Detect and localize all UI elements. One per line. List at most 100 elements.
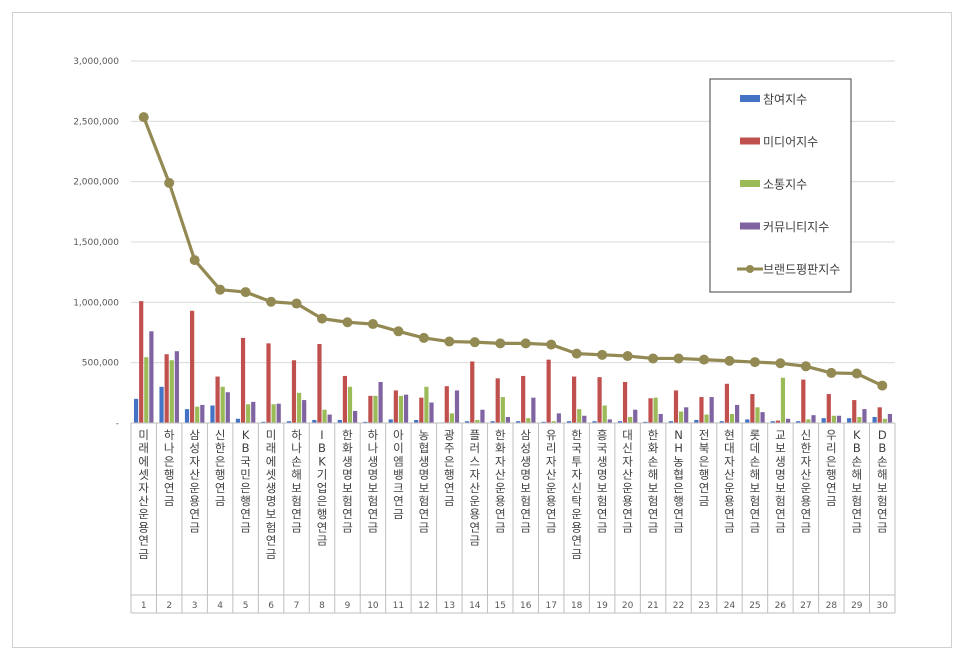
chart-frame: - 500,000 1,000,000 1,500,000 2,000,000 2,500… [12, 12, 952, 648]
bar-4-7 [302, 400, 307, 423]
bar-3-30 [882, 418, 887, 423]
bar-2-20 [622, 381, 628, 423]
bar-3-14 [475, 419, 480, 423]
legend-swatch [740, 180, 760, 187]
legend-label: 소통지수 [763, 178, 807, 192]
bar-1-29 [847, 418, 852, 423]
bar-4-10 [378, 381, 383, 423]
line-point-28 [826, 367, 837, 378]
x-rank-label: 19 [596, 601, 608, 611]
bar-3-16 [526, 418, 531, 423]
x-rank-label: 2 [166, 601, 172, 611]
x-rank-label: 15 [495, 601, 506, 611]
bar-4-17 [556, 413, 561, 423]
bar-4-22 [684, 407, 689, 423]
line-point-18 [571, 348, 582, 359]
bar-4-24 [735, 404, 740, 423]
bar-4-3 [200, 404, 205, 423]
bar-3-21 [653, 397, 658, 423]
bar-1-11 [388, 419, 393, 423]
line-point-10 [367, 319, 378, 330]
bar-3-28 [831, 415, 836, 423]
bar-3-5 [246, 404, 251, 423]
bar-4-4 [225, 392, 230, 423]
line-point-30 [877, 380, 888, 391]
bar-1-21 [643, 421, 648, 423]
line-point-9 [342, 317, 353, 328]
bar-2-1 [139, 301, 144, 423]
legend-label: 커뮤니티지수 [763, 220, 829, 234]
legend-swatch-marker [746, 265, 754, 273]
bar-2-23 [699, 397, 704, 423]
y-tick-label: 3,000,000 [73, 57, 119, 67]
bar-4-19 [607, 419, 612, 423]
bar-1-24 [719, 421, 724, 423]
bar-3-27 [806, 419, 811, 423]
bar-1-8 [312, 419, 317, 423]
bar-3-2 [169, 360, 174, 423]
bar-1-5 [235, 418, 241, 423]
legend-swatch [740, 137, 760, 145]
bar-4-13 [454, 390, 460, 423]
x-rank-label: 25 [749, 601, 760, 611]
line-point-20 [622, 351, 633, 362]
bar-4-6 [276, 403, 281, 423]
y-tick-label: 2,000,000 [73, 178, 119, 188]
x-rank-label: 22 [673, 601, 684, 611]
bar-2-15 [495, 378, 500, 423]
line-point-23 [699, 354, 709, 365]
x-rank-label: 5 [243, 601, 249, 611]
bar-1-23 [694, 419, 699, 423]
x-rank-label: 26 [775, 601, 787, 611]
line-point-1 [138, 112, 149, 123]
line-point-24 [724, 355, 735, 366]
y-tick-label: 1,500,000 [73, 238, 119, 248]
line-point-13 [444, 336, 455, 347]
legend-swatch [740, 95, 760, 102]
bar-2-27 [801, 379, 806, 423]
bar-3-25 [755, 407, 760, 423]
bar-2-10 [368, 395, 373, 423]
line-point-15 [495, 338, 506, 349]
y-axis: - 500,000 1,000,000 1,500,000 2,000,000 2,500… [73, 57, 119, 429]
bar-1-7 [286, 421, 291, 423]
line-point-6 [266, 296, 277, 307]
bar-3-13 [449, 413, 454, 423]
bar-1-18 [566, 421, 572, 423]
brand-index-line [138, 112, 888, 391]
bar-2-12 [419, 397, 424, 423]
bar-4-29 [862, 409, 867, 423]
x-rank-label: 3 [192, 601, 198, 611]
bar-1-14 [465, 421, 470, 423]
x-rank-label: 7 [294, 601, 300, 611]
bar-4-18 [582, 415, 587, 423]
bar-3-17 [551, 421, 556, 423]
y-tick-label: - [116, 419, 119, 429]
legend-label: 참여지수 [763, 93, 807, 107]
bar-1-16 [515, 421, 521, 423]
bar-3-10 [373, 395, 378, 423]
bar-2-24 [724, 383, 730, 423]
bar-4-12 [429, 402, 434, 423]
bar-4-14 [480, 409, 485, 423]
bars [133, 301, 893, 423]
bar-3-7 [296, 392, 302, 423]
chart-svg: - 500,000 1,000,000 1,500,000 2,000,000 2,500… [73, 57, 896, 614]
x-rank-label: 6 [268, 601, 274, 611]
line-point-7 [291, 298, 302, 309]
bar-3-19 [602, 405, 607, 423]
bar-2-30 [877, 407, 882, 423]
